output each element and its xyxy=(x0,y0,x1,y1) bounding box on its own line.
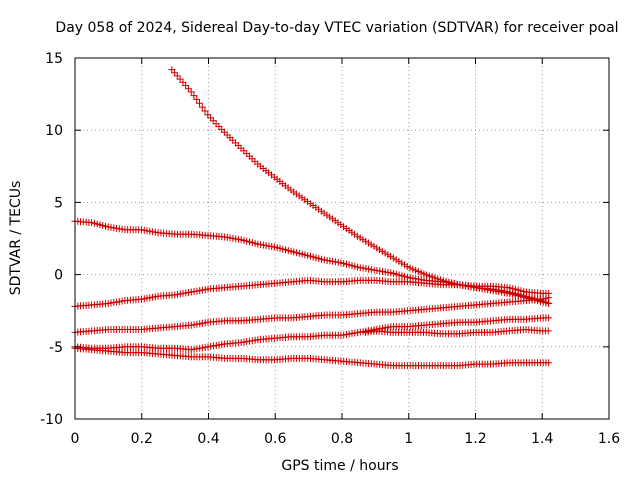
y-axis-label: SDTVAR / TECUs xyxy=(8,181,24,296)
data-point xyxy=(545,314,553,322)
x-tick-label: 0.6 xyxy=(264,431,286,447)
series-series-6 xyxy=(71,344,553,370)
data-point xyxy=(545,359,553,367)
x-axis-label: GPS time / hours xyxy=(281,458,398,474)
data-point xyxy=(196,99,203,107)
series-series-7 xyxy=(361,326,552,338)
data-point xyxy=(190,92,198,100)
chart-title: Day 058 of 2024, Sidereal Day-to-day VTE… xyxy=(55,20,618,36)
y-tick-label: -5 xyxy=(49,340,63,356)
data-point xyxy=(187,88,195,96)
x-tick-label: 0.2 xyxy=(131,431,153,447)
data-point xyxy=(201,107,209,115)
x-tick-label: 1.6 xyxy=(598,431,620,447)
x-tick-label: 1 xyxy=(404,431,413,447)
y-axis-ticks: -10 -5 0 5 10 15 xyxy=(40,51,609,428)
data-point xyxy=(545,294,553,302)
series-series-3 xyxy=(71,276,553,310)
x-tick-label: 1.4 xyxy=(531,431,553,447)
data-point xyxy=(544,327,552,335)
y-tick-label: 10 xyxy=(45,123,63,139)
x-axis-ticks: 0 0.2 0.4 0.6 0.8 1 1.2 1.4 1.6 xyxy=(71,58,620,447)
y-tick-label: -10 xyxy=(40,412,63,428)
data-point xyxy=(198,103,206,111)
series-series-4 xyxy=(71,294,553,336)
series-series-2 xyxy=(71,217,553,307)
x-tick-label: 1.2 xyxy=(464,431,486,447)
series-series-5 xyxy=(71,314,553,354)
data-marks xyxy=(71,66,553,370)
x-tick-label: 0 xyxy=(71,431,80,447)
y-tick-label: 0 xyxy=(54,268,63,284)
y-tick-label: 15 xyxy=(45,51,63,67)
y-tick-label: 5 xyxy=(54,195,63,211)
data-point xyxy=(193,95,201,103)
x-tick-label: 0.8 xyxy=(331,431,353,447)
x-tick-label: 0.4 xyxy=(197,431,219,447)
